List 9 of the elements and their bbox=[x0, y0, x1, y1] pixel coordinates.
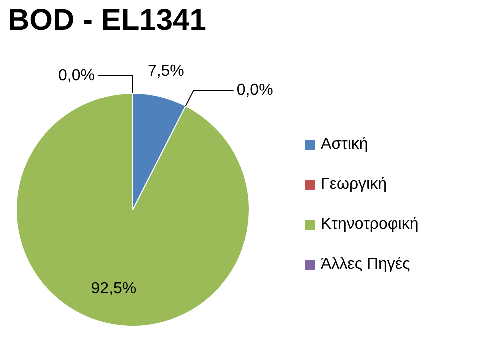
data-label: 92,5% bbox=[91, 280, 137, 298]
legend-label: Αστική bbox=[321, 136, 368, 154]
legend-label: Κτηνοτροφική bbox=[321, 216, 419, 234]
text: 0,0% bbox=[58, 67, 95, 84]
legend-label: Άλλες Πηγές bbox=[321, 256, 410, 274]
data-label: 7,5% bbox=[148, 63, 184, 80]
legend-label: Γεωργική bbox=[321, 176, 387, 194]
text: 0,0% bbox=[236, 82, 274, 100]
chart-title: BOD - EL1341 bbox=[8, 4, 206, 38]
